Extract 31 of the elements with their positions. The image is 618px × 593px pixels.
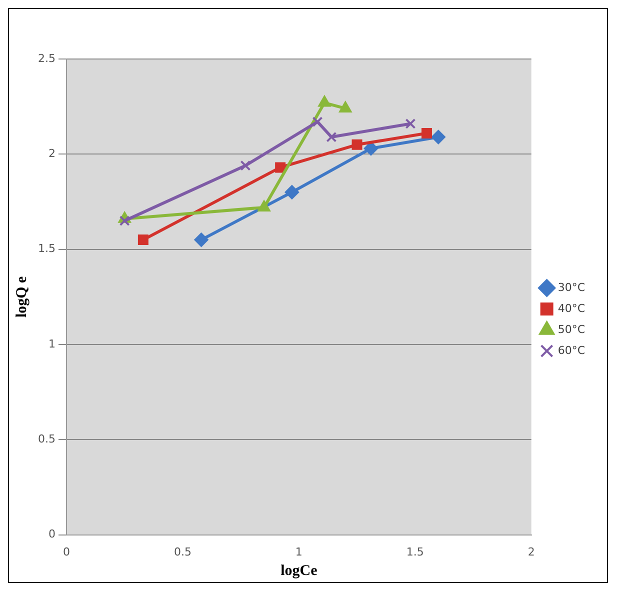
point xyxy=(119,216,130,226)
legend-label: 40°C xyxy=(558,302,586,315)
point xyxy=(405,118,416,129)
x-tick-label: 2 xyxy=(528,545,535,558)
point xyxy=(352,139,362,150)
legend-label: 50°C xyxy=(558,322,586,336)
x-tick-label: 1.5 xyxy=(406,545,424,558)
point xyxy=(138,234,148,246)
point xyxy=(275,162,286,173)
point xyxy=(194,232,208,247)
point xyxy=(421,128,432,138)
y-tick-label: 0 xyxy=(48,528,56,541)
x-tick-label: 0.5 xyxy=(174,545,192,558)
x-tick-label: 0 xyxy=(62,545,70,558)
legend-label: 30°C xyxy=(558,280,586,294)
point xyxy=(312,116,323,128)
x-tick-label: 1 xyxy=(295,545,302,558)
point xyxy=(284,185,299,200)
y-axis-title: logQ e xyxy=(14,276,30,318)
y-tick-label: 1 xyxy=(48,337,56,350)
point xyxy=(318,96,331,107)
point xyxy=(240,160,251,171)
point xyxy=(339,101,352,112)
y-tick-label: 2.5 xyxy=(38,52,56,65)
point xyxy=(326,132,337,142)
y-tick-label: 0.5 xyxy=(38,432,56,446)
x-axis-title: logCe xyxy=(280,562,318,579)
y-tick-label: 2 xyxy=(48,147,56,160)
y-tick-label: 1.5 xyxy=(38,242,56,256)
point xyxy=(431,130,446,144)
legend-label: 60°C xyxy=(558,344,586,357)
